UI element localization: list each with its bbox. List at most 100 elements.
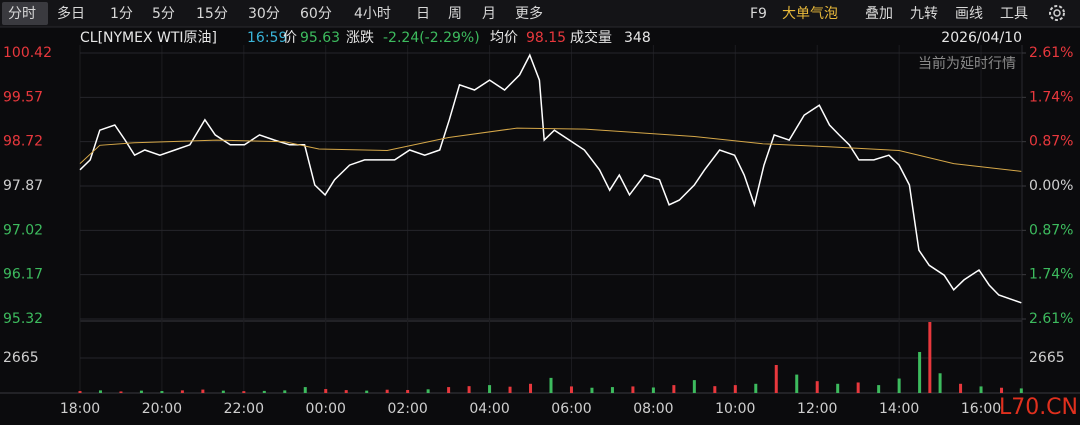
volume-bar — [651, 387, 655, 393]
header-date: 2026/04/10 — [941, 30, 1022, 46]
volume-bar — [365, 390, 369, 393]
watermark: L70.CN — [999, 395, 1078, 420]
y-tick-label: 96.17 — [3, 267, 43, 283]
settings-icon[interactable] — [1049, 5, 1065, 21]
volume-bar — [303, 387, 307, 393]
x-tick-label: 02:00 — [387, 401, 427, 417]
y2-tick-label: 0.87% — [1029, 134, 1073, 150]
volume-bar — [447, 387, 451, 393]
tab[interactable]: 多日 — [57, 5, 85, 22]
y2-tick-label: 2.61% — [1029, 311, 1073, 327]
header-avg: 98.15 — [526, 30, 566, 46]
header-price-label: 价 — [283, 30, 297, 46]
volume-bar — [877, 385, 881, 393]
volume-bar — [928, 322, 932, 393]
tab[interactable]: 分时 — [8, 6, 36, 22]
volume-bar — [160, 391, 164, 393]
tab[interactable]: 5分 — [152, 6, 175, 22]
toolbar-bg — [0, 0, 1080, 27]
volume-bar — [1000, 387, 1004, 393]
tool[interactable]: 叠加 — [865, 6, 893, 22]
tab[interactable]: 15分 — [196, 6, 228, 22]
volume-bar — [795, 374, 799, 393]
volume-bar — [283, 390, 287, 393]
x-tick-label: 06:00 — [551, 401, 591, 417]
volume-bar — [119, 391, 123, 393]
volume-bar — [508, 386, 512, 393]
header-time: 16:59 — [247, 30, 287, 46]
tab[interactable]: 30分 — [248, 6, 280, 22]
volume-bar — [488, 385, 492, 393]
average-line — [79, 127, 1022, 172]
volume-bar — [815, 381, 819, 393]
volume-bar — [98, 390, 102, 393]
volume-bar — [385, 389, 389, 393]
volume-bar — [344, 390, 348, 393]
y2-tick-label: 1.74% — [1029, 89, 1073, 105]
volume-bar — [631, 386, 635, 393]
y2-tick-label: 0.87% — [1029, 222, 1073, 238]
y-tick-label: 95.32 — [3, 311, 43, 327]
tool[interactable]: F9 — [750, 6, 767, 22]
volume-bar — [774, 364, 778, 393]
x-tick-label: 22:00 — [224, 401, 264, 417]
volume-bar — [754, 383, 758, 393]
volume-bar — [672, 385, 676, 393]
tab[interactable]: 1分 — [110, 6, 133, 22]
volume-bar — [78, 391, 82, 393]
x-tick-label: 18:00 — [60, 401, 100, 417]
y-tick-label: 97.87 — [3, 178, 43, 194]
tab[interactable]: 日 — [416, 6, 430, 22]
tab[interactable]: 更多 — [515, 5, 543, 22]
volume-bar — [242, 391, 246, 393]
volume-bar — [467, 386, 471, 393]
x-tick-label: 14:00 — [879, 401, 919, 417]
y2-tick-label: 2.61% — [1029, 45, 1073, 61]
volume-bar — [221, 390, 225, 393]
header-volume: 348 — [624, 30, 651, 46]
y-tick-label: 97.02 — [3, 222, 43, 238]
tool[interactable]: 九转 — [910, 6, 938, 22]
x-tick-label: 04:00 — [469, 401, 509, 417]
y-tick-label: 98.72 — [3, 134, 43, 150]
volume-bar — [426, 389, 430, 393]
header-price: 95.63 — [300, 30, 340, 46]
x-tick-label: 00:00 — [306, 401, 346, 417]
volume-bar — [692, 380, 696, 393]
tab[interactable]: 60分 — [300, 6, 332, 22]
active-tab-bg — [2, 2, 48, 25]
volume-bar — [733, 385, 737, 393]
tab[interactable]: 周 — [448, 6, 462, 22]
x-tick-label: 16:00 — [961, 401, 1001, 417]
tool[interactable]: 工具 — [1000, 6, 1028, 22]
tab[interactable]: 月 — [482, 6, 496, 22]
volume-tick-label-right: 2665 — [1029, 350, 1065, 366]
volume-bar — [1019, 388, 1023, 393]
tool[interactable]: 画线 — [955, 6, 983, 22]
volume-bar — [713, 386, 717, 393]
volume-bar — [979, 386, 983, 393]
volume-bar — [897, 378, 901, 393]
volume-bar — [938, 373, 942, 393]
volume-bar — [959, 383, 963, 393]
volume-bar — [324, 389, 328, 393]
x-tick-label: 10:00 — [715, 401, 755, 417]
tab[interactable]: 4小时 — [354, 6, 391, 22]
volume-bar — [610, 387, 614, 393]
volume-bar — [836, 383, 840, 393]
x-tick-label: 20:00 — [142, 401, 182, 417]
x-tick-label: 12:00 — [797, 401, 837, 417]
volume-bar — [406, 389, 410, 393]
volume-bar — [856, 382, 860, 393]
y2-tick-label: 1.74% — [1029, 267, 1073, 283]
tool[interactable]: 大单气泡 — [782, 6, 838, 22]
header-symbol: CL[NYMEX WTI原油] — [80, 30, 217, 46]
x-tick-label: 08:00 — [633, 401, 673, 417]
header-volume-label: 成交量 — [570, 29, 612, 46]
volume-bar — [201, 389, 205, 393]
y2-tick-label: 0.00% — [1029, 178, 1073, 194]
header-avg-label: 均价 — [490, 30, 518, 46]
volume-tick-label: 2665 — [3, 350, 39, 366]
header-change: -2.24(-2.29%) — [383, 30, 480, 46]
